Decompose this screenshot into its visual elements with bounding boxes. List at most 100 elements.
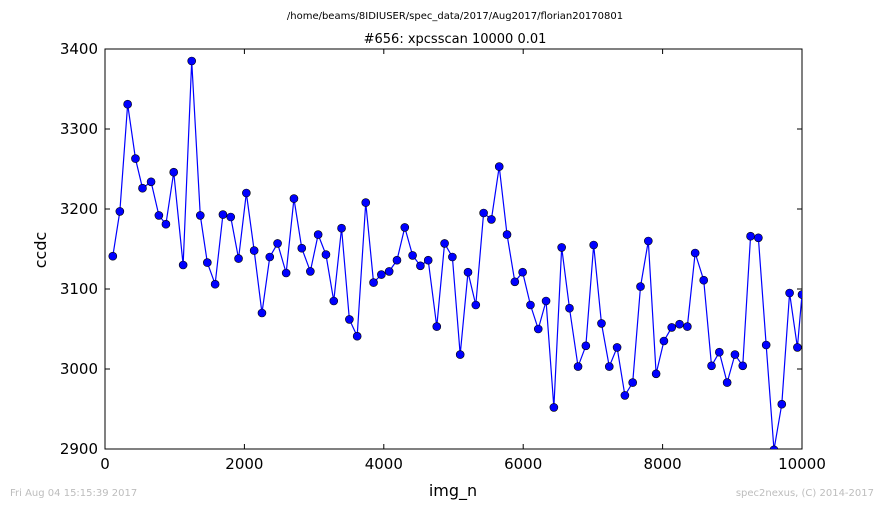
data-point: [384, 267, 394, 276]
data-point: [597, 319, 606, 328]
data-point: [620, 391, 630, 400]
data-point: [131, 154, 140, 163]
data-point: [793, 343, 802, 352]
data-point: [265, 252, 275, 262]
data-point: [195, 211, 205, 220]
data-point: [628, 378, 637, 387]
plot-area: 0 2000 4000 6000 8000 10000 2900 3000 3100 3200 33…: [60, 40, 826, 473]
data-point: [651, 369, 661, 379]
data-point: [526, 300, 535, 310]
data-point: [502, 230, 512, 239]
data-point: [313, 230, 323, 239]
data-point: [667, 323, 677, 332]
data-point: [423, 255, 433, 265]
y-tick-label: 3300: [60, 120, 98, 138]
data-point: [690, 248, 700, 258]
data-point: [226, 212, 236, 222]
footer-timestamp: Fri Aug 04 15:15:39 2017: [10, 488, 138, 499]
data-point: [612, 343, 622, 352]
x-tick-label: 10000: [778, 455, 826, 473]
data-point: [769, 445, 779, 449]
data-point: [123, 99, 132, 109]
data-point: [178, 260, 188, 270]
data-point: [699, 275, 709, 285]
data-point: [448, 252, 457, 262]
x-tick-label: 8000: [644, 455, 682, 473]
data-point: [722, 378, 732, 387]
data-point: [581, 341, 591, 351]
data-point: [487, 215, 496, 224]
data-point: [715, 347, 724, 357]
data-point: [321, 250, 331, 259]
data-point: [675, 319, 684, 329]
data-point: [377, 270, 386, 279]
data-point: [730, 350, 740, 359]
data-point: [138, 183, 147, 193]
data-point: [297, 243, 307, 253]
footer-credit: spec2nexus, (C) 2014-2017: [735, 488, 874, 499]
data-point: [115, 207, 125, 216]
data-point: [161, 219, 171, 229]
data-point: [463, 267, 473, 277]
y-tick-label: 2900: [60, 440, 98, 458]
data-point: [345, 315, 354, 324]
data-point: [108, 251, 118, 261]
x-tick-label: 2000: [225, 455, 263, 473]
data-point: [187, 56, 197, 66]
data-point: [400, 223, 410, 232]
data-point: [369, 278, 378, 287]
data-point: [557, 243, 566, 252]
data-point: [154, 211, 164, 220]
data-point: [707, 361, 716, 371]
data-point: [510, 277, 520, 287]
x-tick-label: 4000: [365, 455, 403, 473]
data-point: [754, 233, 763, 243]
data-point: [797, 290, 802, 299]
y-tick-label: 3200: [60, 200, 98, 218]
data-point: [257, 308, 267, 318]
y-tick-label: 3000: [60, 360, 98, 378]
data-point: [494, 162, 504, 171]
data-point: [352, 331, 362, 341]
data-point: [242, 188, 251, 198]
data-point: [455, 350, 465, 359]
data-point: [518, 267, 527, 277]
data-point: [203, 258, 212, 267]
data-point: [683, 322, 692, 331]
data-point: [432, 322, 442, 331]
data-point: [604, 362, 614, 371]
data-point: [644, 236, 653, 246]
data-point: [281, 268, 291, 278]
data-point: [408, 251, 417, 260]
data-point: [440, 239, 449, 248]
data-point: [392, 255, 402, 265]
chart-subtitle: /home/beams/8IDIUSER/spec_data/2017/Aug2…: [287, 11, 623, 22]
data-point: [210, 279, 220, 289]
data-point: [746, 231, 755, 241]
data-point: [738, 361, 748, 371]
data-point: [549, 403, 559, 412]
data-point: [234, 254, 243, 263]
data-point: [218, 210, 228, 219]
data-point: [573, 362, 583, 371]
data-point: [146, 177, 156, 187]
data-point: [636, 282, 645, 291]
x-tick-label: 0: [100, 455, 110, 473]
x-tick-label: 6000: [504, 455, 542, 473]
data-point: [337, 223, 346, 233]
data-point: [289, 194, 299, 203]
chart-title: #656: xpcsscan 10000 0.01: [364, 32, 547, 47]
data-point: [761, 340, 771, 350]
y-tick-label: 3400: [60, 40, 98, 58]
data-point: [479, 208, 488, 218]
data-point: [416, 261, 425, 271]
y-tick-label: 3100: [60, 280, 98, 298]
series-group: [108, 56, 802, 449]
data-point: [565, 303, 574, 313]
x-axis-label: img_n: [429, 481, 477, 501]
data-point: [329, 296, 339, 306]
data-point: [541, 296, 551, 306]
data-point: [249, 246, 259, 255]
data-point: [533, 324, 543, 334]
